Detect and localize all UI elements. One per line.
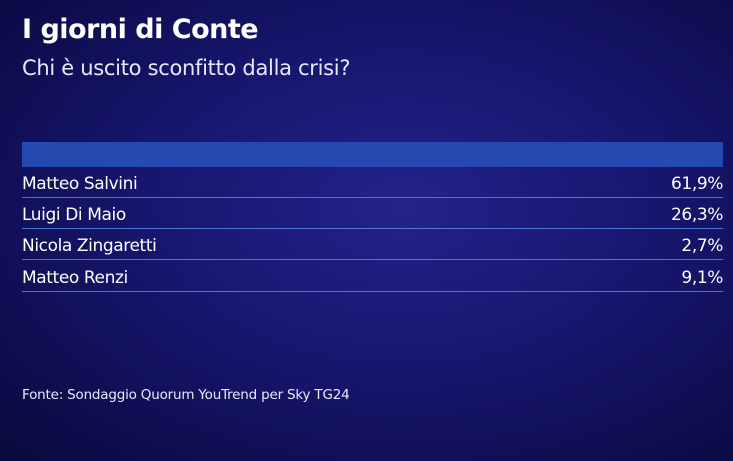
table-row: Luigi Di Maio 26,3% <box>22 198 723 229</box>
row-value: 61,9% <box>670 174 723 194</box>
table-row: Matteo Salvini 61,9% <box>22 167 723 198</box>
table-header-bar <box>22 142 723 167</box>
page-subtitle: Chi è uscito sconfitto dalla crisi? <box>22 56 351 80</box>
row-label: Nicola Zingaretti <box>22 236 157 256</box>
row-value: 26,3% <box>670 205 723 225</box>
table-row: Nicola Zingaretti 2,7% <box>22 229 723 260</box>
row-label: Matteo Salvini <box>22 174 138 194</box>
row-label: Luigi Di Maio <box>22 205 126 225</box>
source-note: Fonte: Sondaggio Quorum YouTrend per Sky… <box>22 387 350 403</box>
page-title: I giorni di Conte <box>22 14 259 45</box>
table-row: Matteo Renzi 9,1% <box>22 261 723 292</box>
row-value: 9,1% <box>681 268 723 288</box>
row-label: Matteo Renzi <box>22 268 128 288</box>
row-value: 2,7% <box>681 236 723 256</box>
